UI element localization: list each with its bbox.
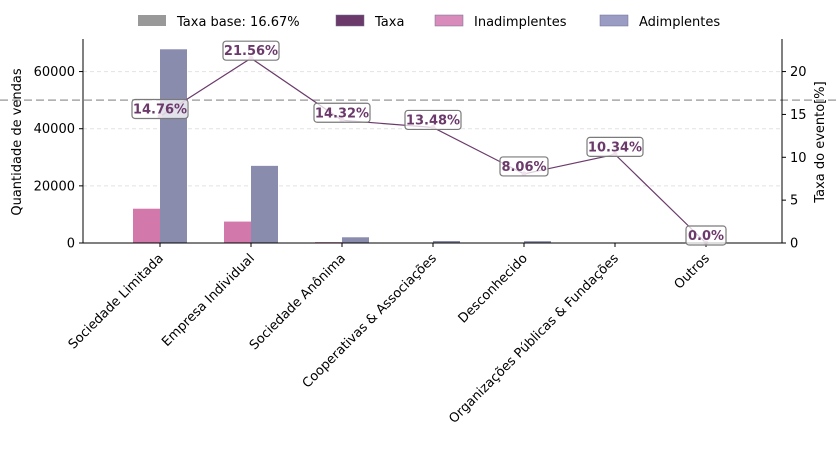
y-tick-label-left: 40000 — [34, 122, 75, 137]
x-tick-label: Outros — [672, 251, 713, 292]
rate-label: 14.76% — [133, 102, 187, 117]
rate-label-frame — [685, 225, 727, 246]
bar-inadimplentes — [133, 208, 160, 243]
y-tick-label-left: 20000 — [34, 179, 75, 194]
bar-adimplentes — [251, 165, 278, 243]
rate-label-frame — [222, 40, 280, 61]
y-tick-label-left: 60000 — [34, 65, 75, 80]
legend-label: Adimplentes — [639, 15, 720, 30]
y-tick-label-right: 0 — [790, 237, 798, 252]
rate-label-frame — [313, 102, 371, 123]
bars — [133, 49, 733, 244]
y-tick-label-right: 10 — [790, 151, 807, 166]
legend-label: Taxa — [374, 15, 404, 30]
legend-swatch — [138, 15, 166, 26]
legend-swatch — [434, 14, 464, 27]
legend-item: Adimplentes — [599, 14, 720, 30]
x-tick-label: Empresa Individual — [159, 251, 258, 350]
y-tick-label-right: 20 — [790, 65, 807, 80]
legend-label: Inadimplentes — [474, 15, 567, 30]
bar-adimplentes — [342, 237, 369, 243]
y-axis-label-left: Quantidade de vendas — [10, 68, 25, 216]
bar-adimplentes — [433, 241, 460, 243]
bar-adimplentes — [160, 49, 187, 244]
legend-swatch — [335, 14, 365, 27]
x-tick-label: Sociedade Anônima — [247, 251, 349, 353]
x-tick-label: Desconhecido — [456, 251, 531, 326]
legend: Taxa base: 16.67% Taxa Inadimplentes Adimpl… — [138, 14, 720, 30]
rate-label-frame — [131, 98, 189, 120]
rate-label-box: 14.32% — [313, 102, 371, 123]
bar-inadimplentes — [224, 221, 251, 243]
rate-label-box: 8.06% — [499, 156, 549, 177]
legend-swatch — [599, 14, 629, 27]
x-tick-label: Organizações Públicas & Fundações — [446, 251, 622, 427]
axes — [82, 39, 783, 244]
y-axis-label-right: Taxa do evento[%] — [813, 81, 828, 203]
rate-label: 0.0% — [688, 229, 724, 244]
y-tick-label-left: 0 — [67, 237, 75, 252]
y-tick-label-right: 5 — [790, 194, 798, 209]
rate-label-frame — [499, 156, 549, 177]
legend-label: Taxa base: 16.67% — [176, 15, 300, 30]
rate-label-frame — [586, 136, 644, 157]
rate-label: 14.32% — [315, 106, 369, 121]
y-tick-label-right: 15 — [790, 108, 807, 123]
rate-label: 13.48% — [406, 113, 460, 128]
legend-item: Taxa — [335, 14, 404, 30]
legend-item: Taxa base: 16.67% — [138, 15, 300, 30]
rate-label-box: 21.56% — [222, 40, 280, 61]
rate-label-box: 13.48% — [404, 109, 462, 131]
rate-label-frame — [404, 109, 462, 131]
legend-item: Inadimplentes — [434, 14, 567, 30]
rate-labels: 14.76% 21.56% 14.32% 13.48% 8.06% 10.34% 0.0% — [131, 40, 727, 246]
rate-label: 8.06% — [501, 160, 546, 175]
bar-adimplentes — [524, 241, 551, 243]
rate-label-box: 0.0% — [685, 225, 727, 246]
rate-label-box: 14.76% — [131, 98, 189, 120]
x-tick-label: Sociedade Limitada — [66, 251, 167, 352]
rate-label: 21.56% — [224, 44, 278, 59]
rate-label-box: 10.34% — [586, 136, 644, 157]
rate-label: 10.34% — [588, 140, 642, 155]
grid — [83, 71, 782, 187]
